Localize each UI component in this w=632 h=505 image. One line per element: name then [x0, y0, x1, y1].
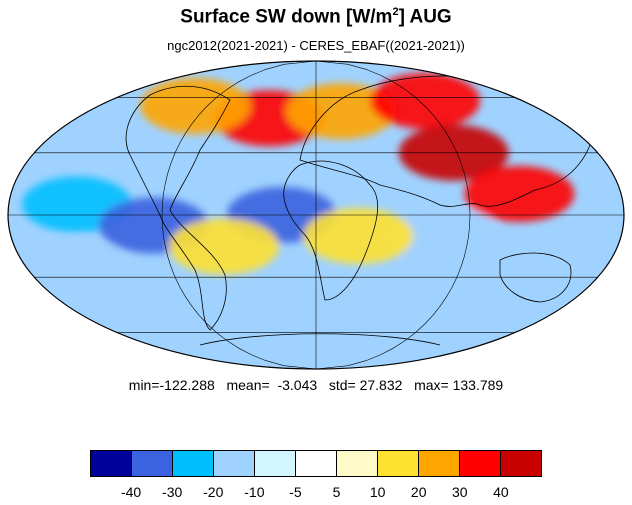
- colorbar-swatch: [296, 451, 337, 476]
- field-region-indian-ocean-cool: [388, 208, 499, 265]
- field-region-siberia-warm: [370, 72, 481, 129]
- colorbar-swatch: [337, 451, 378, 476]
- meridian-line: [315, 61, 471, 369]
- coastline-africa: [283, 160, 378, 301]
- colorbar-swatch: [214, 451, 255, 476]
- field-region-europe-warm: [286, 83, 397, 140]
- field-region-africa-mixed: [303, 208, 414, 265]
- colorbar-swatch: [132, 451, 173, 476]
- colorbar-swatch: [378, 451, 419, 476]
- map-subtitle: ngc2012(2021-2021) - CERES_EBAF((2021-20…: [167, 38, 465, 53]
- coastline-eurasia: [299, 75, 591, 207]
- coastline-antarctica: [199, 333, 441, 346]
- colorbar-tick-label: 30: [452, 484, 468, 500]
- field-region-south-pacific-cool: [19, 239, 130, 296]
- map-field: [8, 61, 624, 369]
- colorbar-tick-label: 20: [410, 484, 427, 500]
- colorbar-tick-label: -10: [244, 484, 265, 500]
- coastline-australia: [499, 252, 572, 303]
- coastline-americas: [125, 85, 231, 331]
- colorbar-swatch: [255, 451, 296, 476]
- map-title: Surface SW down [W/m2] AUG: [180, 6, 452, 28]
- colorbar-tick-label: 5: [332, 484, 341, 500]
- colorbar-swatch: [91, 451, 132, 476]
- meridian-line: [161, 61, 317, 369]
- colorbar-swatch: [419, 451, 460, 476]
- field-region-southern-ocean-cool: [288, 278, 399, 335]
- field-region-north-america-warm: [140, 77, 251, 134]
- colorbar-tick-label: -5: [289, 484, 302, 500]
- colorbar-tick-label: 10: [369, 484, 386, 500]
- colorbar-tick-label: -40: [120, 484, 142, 500]
- colorbar-tick-label: -30: [162, 484, 183, 500]
- colorbar-swatch: [173, 451, 214, 476]
- field-region-amazon-mixed: [168, 218, 279, 275]
- field-region-maritime-continent-warm: [464, 165, 575, 222]
- colorbar-swatch: [501, 451, 541, 476]
- colorbar-swatch: [460, 451, 501, 476]
- colorbar-tick-label: 40: [493, 484, 509, 500]
- statistics-line: min=-122.288 mean= -3.043 std= 27.832 ma…: [128, 377, 504, 393]
- colorbar-tick-label: -20: [203, 484, 224, 500]
- colorbar: [90, 450, 542, 477]
- map-border: [7, 60, 625, 370]
